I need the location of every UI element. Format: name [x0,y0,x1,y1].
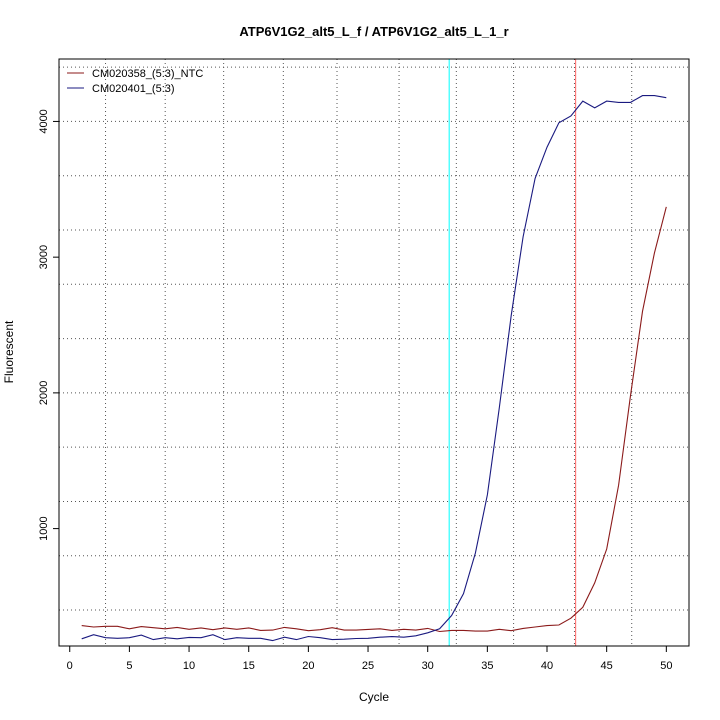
series-line-2 [81,95,667,642]
x-tick-label: 10 [183,660,195,672]
legend: CM020358_(5:3)_NTC CM020401_(5:3) [67,68,203,95]
series-line-1 [81,206,667,633]
x-tick-label: 50 [660,660,672,672]
threshold-layer [448,59,577,646]
chart-title: ATP6V1G2_alt5_L_f / ATP6V1G2_alt5_L_1_r [239,24,508,39]
x-tick-label: 45 [601,660,613,672]
y-tick-label: 3000 [38,245,50,269]
series-layer [81,95,667,642]
grid-layer [59,59,689,646]
x-tick-label: 20 [302,660,314,672]
x-tick-label: 0 [67,660,73,672]
x-tick-label: 15 [243,660,255,672]
x-axis-label: Cycle [359,690,389,704]
y-axis: 1000 2000 3000 4000 [38,109,60,541]
legend-label-1: CM020358_(5:3)_NTC [92,68,203,80]
y-tick-label: 2000 [38,381,50,405]
x-axis: 0 5 10 15 20 25 30 35 40 45 50 [67,645,672,672]
y-tick-label: 1000 [38,516,50,540]
x-tick-label: 5 [126,660,132,672]
y-tick-label: 4000 [38,109,50,133]
x-tick-label: 40 [541,660,553,672]
legend-label-2: CM020401_(5:3) [92,83,175,95]
x-tick-label: 30 [422,660,434,672]
x-tick-label: 25 [362,660,374,672]
y-axis-label: Fluorescent [2,320,16,383]
x-tick-label: 35 [481,660,493,672]
